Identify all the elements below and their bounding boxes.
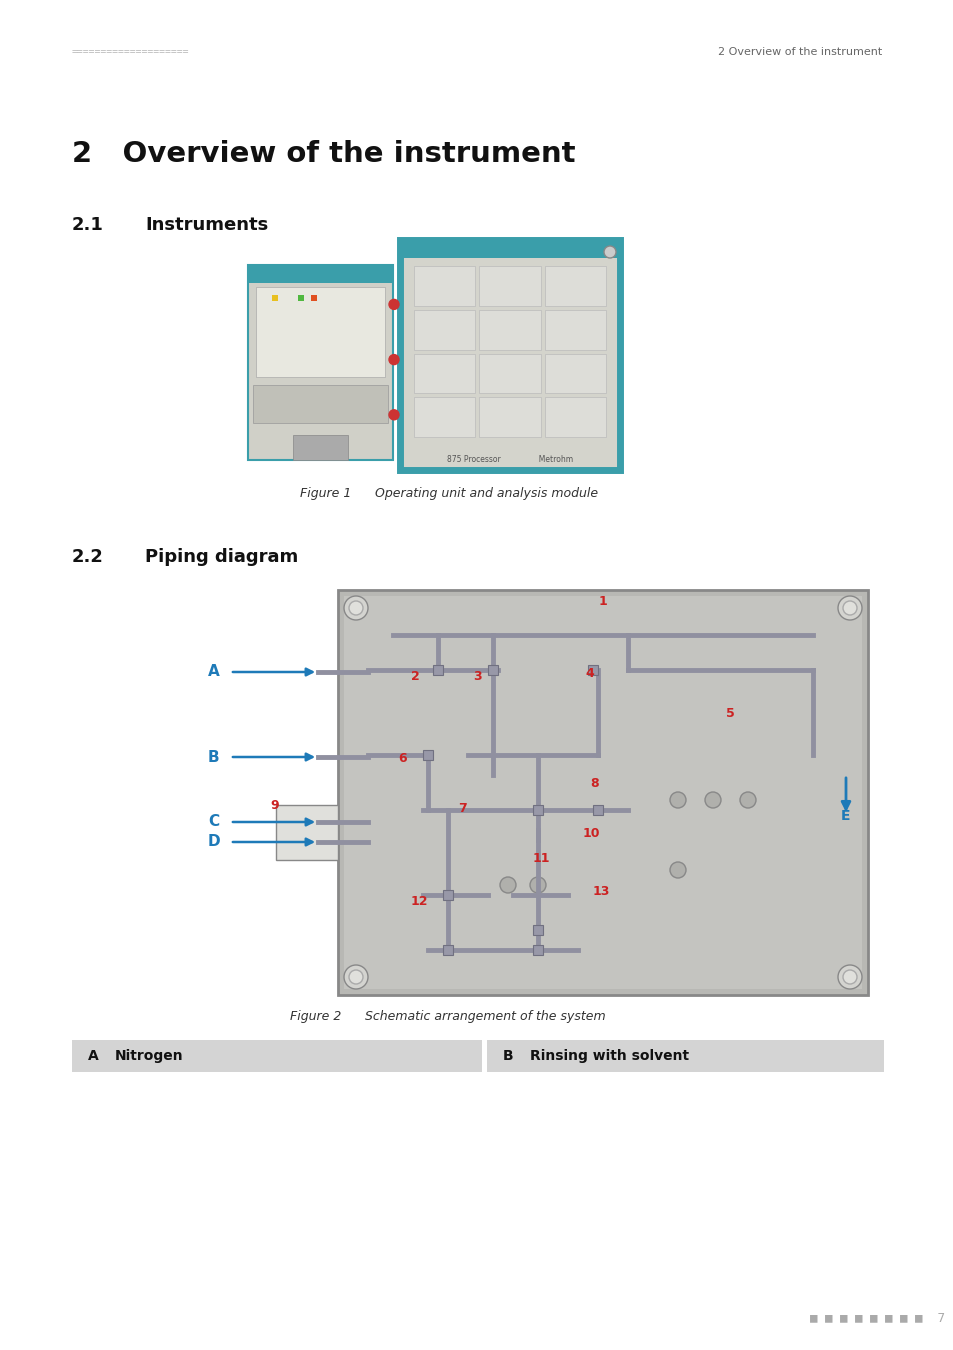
Bar [478, 309, 540, 350]
Text: 9: 9 [270, 799, 278, 811]
Bar [71, 1040, 481, 1072]
Bar [253, 385, 388, 423]
Text: 12: 12 [411, 895, 428, 909]
Text: Rinsing with solvent: Rinsing with solvent [530, 1049, 688, 1062]
Bar [422, 751, 433, 760]
Bar [255, 288, 385, 377]
Bar [297, 296, 304, 301]
Circle shape [837, 595, 862, 620]
Bar [337, 590, 867, 995]
Bar [488, 666, 497, 675]
Bar [593, 805, 602, 815]
Circle shape [842, 971, 856, 984]
Circle shape [349, 971, 363, 984]
Text: 2.1: 2.1 [71, 216, 104, 234]
Text: Figure 2: Figure 2 [290, 1010, 341, 1023]
Circle shape [740, 792, 755, 809]
Text: Operating unit and analysis module: Operating unit and analysis module [375, 487, 598, 500]
Bar [544, 266, 605, 305]
Text: 4: 4 [584, 667, 593, 680]
Text: 6: 6 [397, 752, 406, 765]
Bar [248, 265, 393, 460]
Circle shape [704, 792, 720, 809]
Bar [442, 890, 453, 900]
Circle shape [603, 246, 616, 258]
Circle shape [499, 878, 516, 892]
Bar [533, 945, 542, 954]
Bar [433, 666, 442, 675]
Text: 2   Overview of the instrument: 2 Overview of the instrument [71, 140, 575, 167]
Bar [248, 265, 393, 284]
Circle shape [389, 355, 398, 364]
Bar [344, 595, 862, 990]
Circle shape [389, 410, 398, 420]
Bar [414, 309, 475, 350]
Circle shape [349, 601, 363, 616]
Bar [293, 435, 348, 460]
Text: 2.2: 2.2 [71, 548, 104, 566]
Bar [544, 397, 605, 437]
Bar [399, 240, 619, 470]
Text: Instruments: Instruments [145, 216, 268, 234]
Bar [414, 354, 475, 393]
Bar [399, 240, 619, 258]
Bar [478, 397, 540, 437]
Bar [442, 945, 453, 954]
Text: 875 Processor                Metrohm: 875 Processor Metrohm [446, 455, 573, 464]
Text: 11: 11 [533, 852, 550, 865]
Circle shape [389, 300, 398, 309]
Text: 2 Overview of the instrument: 2 Overview of the instrument [717, 47, 882, 57]
Text: E: E [841, 809, 850, 824]
Bar [478, 266, 540, 305]
Text: ■ ■ ■ ■ ■ ■ ■ ■  7: ■ ■ ■ ■ ■ ■ ■ ■ 7 [809, 1311, 944, 1324]
Text: 7: 7 [457, 802, 466, 815]
Circle shape [530, 878, 545, 892]
Text: 1: 1 [598, 595, 607, 608]
Bar [478, 354, 540, 393]
Circle shape [669, 792, 685, 809]
Bar [544, 309, 605, 350]
Text: C: C [208, 814, 219, 829]
Text: 5: 5 [725, 707, 734, 720]
Text: A: A [208, 664, 219, 679]
Text: ====================: ==================== [71, 47, 190, 57]
Bar [272, 296, 277, 301]
Bar [275, 805, 337, 860]
Text: Schematic arrangement of the system: Schematic arrangement of the system [365, 1010, 605, 1023]
Circle shape [837, 965, 862, 990]
Circle shape [344, 965, 368, 990]
Bar [544, 354, 605, 393]
Bar [486, 1040, 883, 1072]
Circle shape [842, 601, 856, 616]
Text: B: B [502, 1049, 513, 1062]
Text: Nitrogen: Nitrogen [115, 1049, 183, 1062]
Bar [414, 266, 475, 305]
Bar [414, 397, 475, 437]
Bar [587, 666, 598, 675]
Circle shape [344, 595, 368, 620]
Bar [311, 296, 316, 301]
Text: D: D [208, 834, 220, 849]
Text: A: A [88, 1049, 99, 1062]
Bar [533, 805, 542, 815]
Text: 2: 2 [411, 670, 419, 683]
Text: 10: 10 [582, 828, 599, 840]
Text: 3: 3 [473, 670, 481, 683]
Text: B: B [208, 749, 219, 764]
Text: 13: 13 [593, 886, 610, 898]
Circle shape [669, 863, 685, 878]
Text: 8: 8 [589, 778, 598, 790]
Text: Figure 1: Figure 1 [299, 487, 351, 500]
Bar [533, 925, 542, 936]
Text: Piping diagram: Piping diagram [145, 548, 298, 566]
